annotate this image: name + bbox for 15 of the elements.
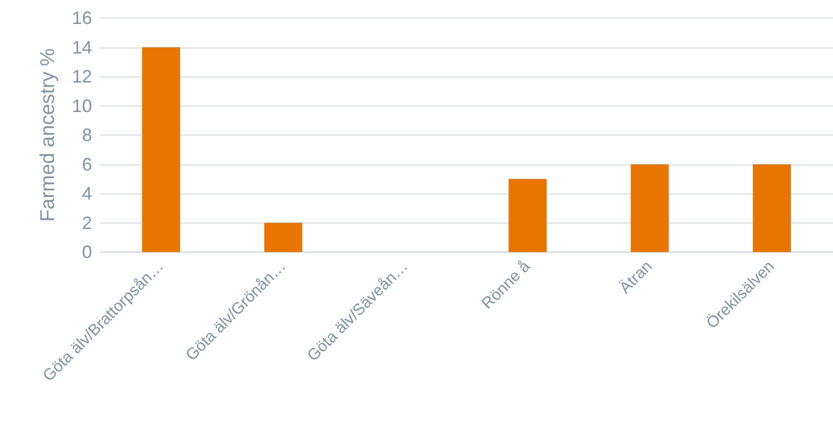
bar: [752, 164, 791, 252]
y-tick-label: 14: [72, 37, 92, 58]
y-tick-label: 12: [72, 66, 92, 86]
bar: [264, 222, 302, 252]
y-tick-label: 8: [82, 125, 92, 145]
y-axis-title: Farmed ancestry %: [37, 48, 59, 222]
bar: [508, 178, 547, 252]
y-tick-label: 16: [72, 8, 92, 28]
y-tick-label: 10: [72, 96, 92, 116]
bar: [630, 164, 669, 252]
bar: [142, 47, 180, 252]
y-tick-label: 4: [82, 184, 92, 204]
y-tick-label: 2: [82, 212, 92, 233]
y-tick-label: 6: [82, 154, 92, 174]
y-tick-label: 0: [82, 242, 92, 262]
